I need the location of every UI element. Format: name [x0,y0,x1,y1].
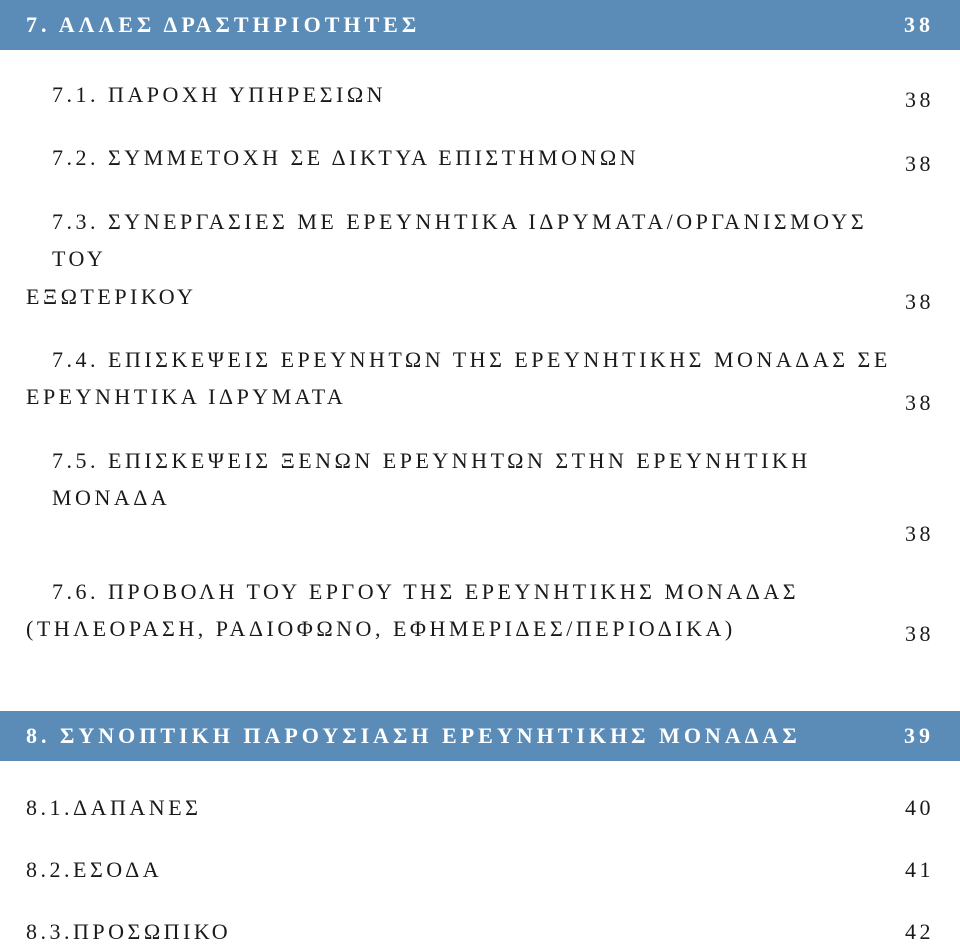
toc-entry-page: 38 [905,621,934,647]
page: 7. ΑΛΛΕΣ ΔΡΑΣΤΗΡΙΟΤΗΤΕΣ 38 7.1. ΠΑΡΟΧΗ Υ… [0,0,960,945]
toc-entry-label: 7.5. ΕΠΙΣΚΕΨΕΙΣ ΞΕΝΩΝ ΕΡΕΥΝΗΤΩΝ ΣΤΗΝ ΕΡΕ… [52,448,811,510]
toc-entry-7-3: 7.3. ΣΥΝΕΡΓΑΣΙΕΣ ΜΕ ΕΡΕΥΝΗΤΙΚΑ ΙΔΡΥΜΑΤΑ/… [52,203,934,315]
toc-entry-8-3: 8.3.ΠΡΟΣΩΠΙΚΟ 42 [26,919,934,945]
toc-entry-page: 38 [905,289,934,315]
toc-entry-label: 7.4. ΕΠΙΣΚΕΨΕΙΣ ΕΡΕΥΝΗΤΩΝ ΤΗΣ ΕΡΕΥΝΗΤΙΚΗ… [52,347,891,372]
section-8-title: 8. ΣΥΝΟΠΤΙΚΗ ΠΑΡΟΥΣΙΑΣΗ ΕΡΕΥΝΗΤΙΚΗΣ ΜΟΝΑ… [26,723,801,749]
toc-entry-label-cont: (ΤΗΛΕΟΡΑΣΗ, ΡΑΔΙΟΦΩΝΟ, ΕΦΗΜΕΡΙΔΕΣ/ΠΕΡΙΟΔ… [26,610,905,647]
toc-entry-label: 8.1.ΔΑΠΑΝΕΣ [26,795,201,821]
toc-entry-label: 8.3.ΠΡΟΣΩΠΙΚΟ [26,919,231,945]
toc-entry-label: 7.6. ΠΡΟΒΟΛΗ ΤΟΥ ΕΡΓΟΥ ΤΗΣ ΕΡΕΥΝΗΤΙΚΗΣ Μ… [52,579,799,604]
toc-entry-page: 41 [905,857,934,883]
section-8-page: 39 [904,723,934,749]
toc-entry-8-1: 8.1.ΔΑΠΑΝΕΣ 40 [26,795,934,821]
toc-entry-7-2: 7.2. ΣΥΜΜΕΤΟΧΗ ΣΕ ΔΙΚΤΥΑ ΕΠΙΣΤΗΜΟΝΩΝ 38 [52,139,934,176]
toc-entry-label: 7.2. ΣΥΜΜΕΤΟΧΗ ΣΕ ΔΙΚΤΥΑ ΕΠΙΣΤΗΜΟΝΩΝ [52,145,639,170]
toc-entry-7-6: 7.6. ΠΡΟΒΟΛΗ ΤΟΥ ΕΡΓΟΥ ΤΗΣ ΕΡΕΥΝΗΤΙΚΗΣ Μ… [52,573,934,648]
toc-entry-7-5: 7.5. ΕΠΙΣΚΕΨΕΙΣ ΞΕΝΩΝ ΕΡΕΥΝΗΤΩΝ ΣΤΗΝ ΕΡΕ… [52,442,934,547]
toc-entry-page: 38 [905,151,934,177]
section-8-entries: 8.1.ΔΑΠΑΝΕΣ 40 8.2.ΕΣΟΔΑ 41 8.3.ΠΡΟΣΩΠΙΚ… [0,791,960,945]
toc-entry-page: 38 [52,521,934,547]
toc-entry-label: 7.1. ΠΑΡΟΧΗ ΥΠΗΡΕΣΙΩΝ [52,82,386,107]
toc-entry-7-4: 7.4. ΕΠΙΣΚΕΨΕΙΣ ΕΡΕΥΝΗΤΩΝ ΤΗΣ ΕΡΕΥΝΗΤΙΚΗ… [52,341,934,416]
toc-entry-label: 7.3. ΣΥΝΕΡΓΑΣΙΕΣ ΜΕ ΕΡΕΥΝΗΤΙΚΑ ΙΔΡΥΜΑΤΑ/… [52,209,867,271]
section-8-header: 8. ΣΥΝΟΠΤΙΚΗ ΠΑΡΟΥΣΙΑΣΗ ΕΡΕΥΝΗΤΙΚΗΣ ΜΟΝΑ… [0,711,960,761]
toc-entry-page: 38 [905,87,934,113]
toc-entry-7-1: 7.1. ΠΑΡΟΧΗ ΥΠΗΡΕΣΙΩΝ 38 [52,76,934,113]
toc-entry-label-cont: ΕΡΕΥΝΗΤΙΚΑ ΙΔΡΥΜΑΤΑ [26,378,905,415]
section-7-page: 38 [904,12,934,38]
toc-entry-page: 42 [905,919,934,945]
toc-entry-8-2: 8.2.ΕΣΟΔΑ 41 [26,857,934,883]
toc-entry-page: 38 [905,390,934,416]
toc-entry-label-cont: ΕΞΩΤΕΡΙΚΟΥ [26,278,905,315]
section-7-entries: 7.1. ΠΑΡΟΧΗ ΥΠΗΡΕΣΙΩΝ 38 7.2. ΣΥΜΜΕΤΟΧΗ … [0,70,960,647]
toc-entry-page: 40 [905,795,934,821]
toc-entry-label: 8.2.ΕΣΟΔΑ [26,857,162,883]
section-7-title: 7. ΑΛΛΕΣ ΔΡΑΣΤΗΡΙΟΤΗΤΕΣ [26,12,420,38]
section-7-header: 7. ΑΛΛΕΣ ΔΡΑΣΤΗΡΙΟΤΗΤΕΣ 38 [0,0,960,50]
